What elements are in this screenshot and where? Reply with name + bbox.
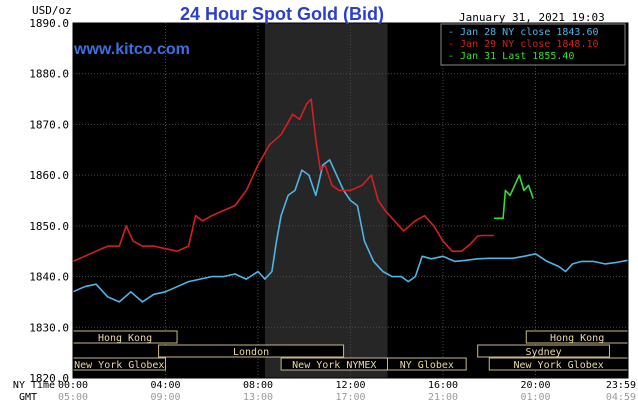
plot-frame (72, 22, 629, 379)
x-tick-label-ny: 04:00 (150, 380, 180, 391)
market-session-label: Hong Kong (550, 333, 604, 344)
legend-entry: - Jan 28 NY close 1843.60 (448, 27, 599, 38)
y-tick-label: 1840.0 (29, 271, 69, 284)
legend-entry: - Jan 29 NY close 1848.10 (448, 39, 599, 50)
x-tick-label-gmt: 21:00 (428, 392, 458, 403)
market-session-label: New York Globex (74, 360, 164, 371)
x-tick-label-ny: 23:59 (606, 380, 636, 391)
market-sessions: Hong Kong Hong Kong London Sydney New York G… (72, 330, 629, 371)
gmt-label: GMT (19, 392, 37, 403)
x-tick-label-gmt: 13:00 (243, 392, 273, 403)
market-session-label: New York NYMEX (292, 360, 376, 371)
x-tick-label-gmt: 09:00 (150, 392, 180, 403)
shaded-session (264, 23, 388, 378)
y-axis-unit: USD/oz (32, 4, 72, 17)
legend: - Jan 28 NY close 1843.60- Jan 29 NY clo… (440, 23, 626, 66)
y-tick-label: 1870.0 (29, 118, 69, 131)
x-tick-label-ny: 12:00 (335, 380, 365, 391)
y-tick-label: 1820.0 (29, 372, 69, 385)
series-line (72, 98, 494, 263)
x-tick-label-gmt: 17:00 (335, 392, 365, 403)
market-session-label: Hong Kong (98, 333, 152, 344)
x-tick-label-gmt: 01:00 (520, 392, 550, 403)
watermark-text: www.kitco.com (73, 41, 190, 58)
series-line (72, 159, 629, 303)
price-series (72, 98, 629, 303)
date-stamp: January 31, 2021 19:03 (459, 11, 605, 24)
market-session-label: Sydney (526, 347, 562, 358)
legend-box (440, 23, 626, 66)
market-session-box (158, 344, 345, 358)
x-tick-label-ny: 08:00 (243, 380, 273, 391)
market-session-label: New York Globex (513, 360, 603, 371)
x-tick-label-ny: 16:00 (428, 380, 458, 391)
market-session-label: London (233, 347, 269, 358)
shaded-region (264, 23, 388, 378)
chart-title: 24 Hour Spot Gold (Bid) (180, 4, 384, 24)
x-tick-label-ny: 00:00 (58, 380, 88, 391)
legend-entry: - Jan 31 Last 1855.40 (448, 51, 574, 62)
series-line (493, 174, 534, 220)
market-session-box (477, 344, 610, 358)
y-tick-label: 1830.0 (29, 321, 69, 334)
axes: 1890.0 1880.0 1870.0 1860.0 1850.0 1840.0 1830… (29, 17, 636, 403)
market-session-box (387, 357, 467, 371)
x-tick-label-gmt: 04:59 (606, 392, 636, 403)
y-tick-label: 1850.0 (29, 220, 69, 233)
y-tick-label: 1860.0 (29, 169, 69, 182)
market-session-label: NY Globex (400, 360, 454, 371)
x-tick-label-ny: 20:00 (520, 380, 550, 391)
x-tick-label-gmt: 05:00 (58, 392, 88, 403)
y-tick-label: 1880.0 (29, 68, 69, 81)
y-tick-label: 1890.0 (29, 17, 69, 30)
ny-time-label: NY Time (13, 380, 55, 391)
